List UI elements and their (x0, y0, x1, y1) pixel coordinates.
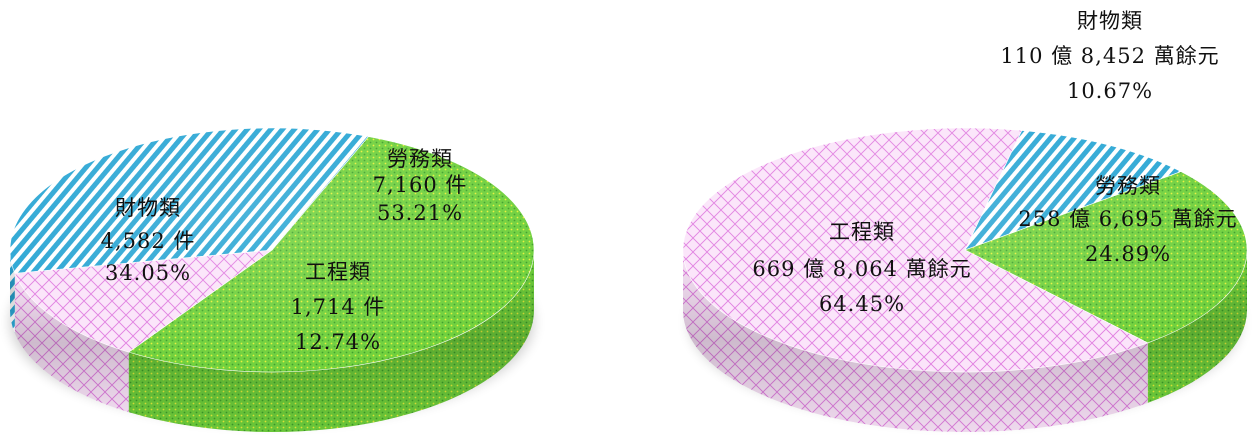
data-label-value: 4,582 件 (101, 229, 196, 253)
pie2-label-goods: 財物類 110 億 8,452 萬餘元 10.67% (1000, 9, 1219, 103)
pie1-label-labor: 勞務類 7,160 件 53.21% (373, 147, 468, 225)
data-label-name: 勞務類 (1095, 174, 1161, 198)
data-label-name: 財物類 (1077, 9, 1143, 33)
data-label-percent: 24.89% (1085, 242, 1171, 266)
data-label-name: 工程類 (305, 260, 371, 284)
data-label-name: 工程類 (829, 220, 895, 244)
data-label-name: 勞務類 (387, 147, 453, 171)
data-label-value: 669 億 8,064 萬餘元 (752, 257, 971, 281)
data-label-name: 財物類 (115, 196, 181, 220)
pie1-label-goods: 財物類 4,582 件 34.05% (101, 196, 196, 285)
data-label-value: 1,714 件 (291, 295, 386, 319)
pie2-label-labor: 勞務類 258 億 6,695 萬餘元 24.89% (1018, 174, 1237, 266)
data-label-percent: 64.45% (819, 292, 905, 316)
data-label-value: 7,160 件 (373, 173, 468, 197)
data-label-value: 258 億 6,695 萬餘元 (1018, 207, 1237, 231)
pie2-label-engineering: 工程類 669 億 8,064 萬餘元 64.45% (752, 220, 971, 316)
data-label-percent: 34.05% (105, 261, 191, 285)
pie-slice-side-shade (128, 250, 534, 432)
data-label-percent: 12.74% (295, 330, 381, 354)
pie1-label-engineering: 工程類 1,714 件 12.74% (291, 260, 386, 354)
data-label-value: 110 億 8,452 萬餘元 (1000, 44, 1219, 68)
pie-slice-side-shade (683, 250, 1148, 432)
data-label-percent: 53.21% (377, 201, 463, 225)
data-label-percent: 10.67% (1067, 79, 1153, 103)
